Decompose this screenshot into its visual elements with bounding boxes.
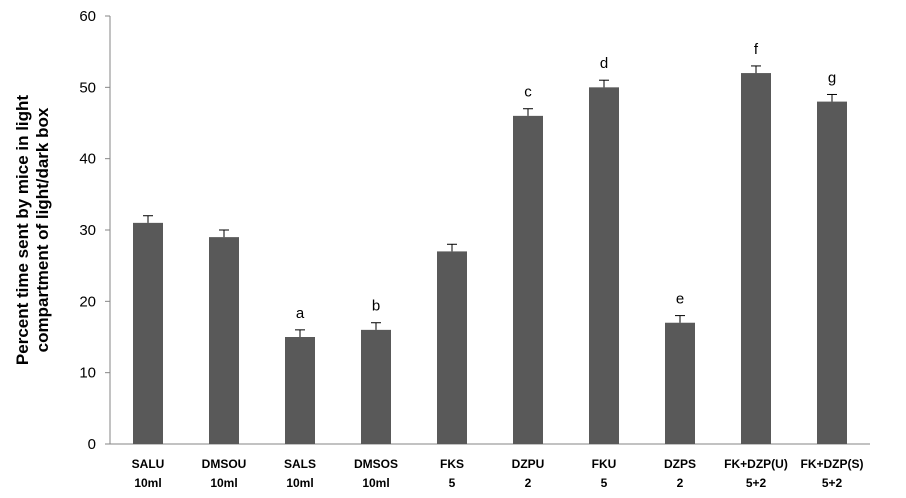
- significance-label: b: [372, 298, 380, 315]
- y-axis-title: Percent time sent by mice in light compa…: [13, 95, 52, 366]
- x-axis-labels: SALU 10ml DMSOU 10ml SALS 10ml DMSOS 10ml FKS 5 DZ…: [132, 457, 864, 490]
- bar: [361, 329, 391, 444]
- x-category-label: FK+DZP(S): [801, 457, 864, 471]
- y-axis-title-line-2: compartment of light/dark box: [33, 107, 52, 352]
- bar: [665, 322, 695, 444]
- x-category-sublabel: 10ml: [286, 476, 313, 490]
- y-tick-label: 60: [79, 8, 96, 25]
- bar: [589, 87, 619, 444]
- y-tick-label: 0: [88, 436, 96, 453]
- x-category-label: FK+DZP(U): [724, 457, 788, 471]
- y-tick-label: 20: [79, 293, 96, 310]
- significance-label: e: [676, 291, 684, 308]
- y-tick-label: 40: [79, 151, 96, 168]
- y-axis-title-line-1: Percent time sent by mice in light: [13, 95, 32, 366]
- x-category-sublabel: 5+2: [746, 476, 767, 490]
- bar: [741, 73, 771, 445]
- bar: [513, 115, 543, 444]
- x-category-label: DZPU: [512, 457, 545, 471]
- x-category-sublabel: 5+2: [822, 476, 843, 490]
- x-category-sublabel: 10ml: [362, 476, 389, 490]
- bar: [209, 237, 239, 444]
- significance-label: c: [524, 84, 532, 101]
- bars: a b c d e f g: [133, 41, 847, 445]
- x-category-sublabel: 10ml: [134, 476, 161, 490]
- bar: [133, 222, 163, 444]
- x-category-sublabel: 5: [449, 476, 456, 490]
- x-category-label: FKS: [440, 457, 464, 471]
- x-category-sublabel: 2: [525, 476, 532, 490]
- x-category-label: DZPS: [664, 457, 696, 471]
- significance-label: f: [754, 41, 759, 58]
- x-category-label: DMSOS: [354, 457, 398, 471]
- bar: [285, 337, 315, 444]
- x-category-label: DMSOU: [202, 457, 247, 471]
- significance-label: a: [296, 305, 305, 322]
- y-tick-label: 10: [79, 365, 96, 382]
- bar: [437, 251, 467, 444]
- significance-label: g: [828, 69, 836, 86]
- y-tick-label: 30: [79, 222, 96, 239]
- y-tick-label: 50: [79, 79, 96, 96]
- x-category-sublabel: 5: [601, 476, 608, 490]
- y-axis-ticks: 0 10 20 30 40 50 60: [79, 8, 110, 453]
- bar: [817, 101, 847, 444]
- significance-label: d: [600, 55, 608, 72]
- x-category-sublabel: 10ml: [210, 476, 237, 490]
- x-category-label: FKU: [592, 457, 617, 471]
- x-category-label: SALU: [132, 457, 165, 471]
- x-category-label: SALS: [284, 457, 316, 471]
- x-category-sublabel: 2: [677, 476, 684, 490]
